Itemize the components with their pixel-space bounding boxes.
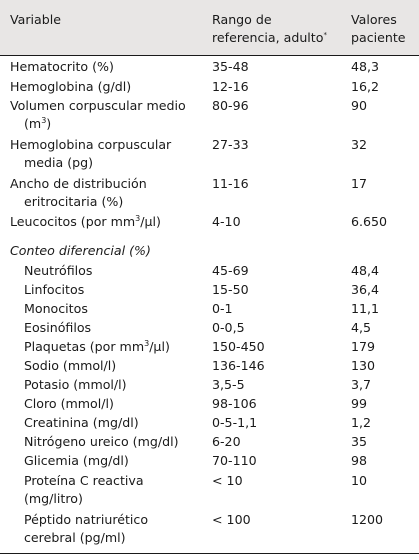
variable-line2-pre: (m bbox=[24, 116, 42, 131]
variable-pre: Leucocitos (por mm bbox=[10, 214, 136, 229]
range-cell: < 100 bbox=[212, 512, 251, 527]
range-cell: 0-5-1,1 bbox=[212, 415, 258, 430]
bottom-rule bbox=[0, 553, 419, 554]
variable-cell: Potasio (mmol/l) bbox=[24, 377, 127, 392]
range-cell: 27-33 bbox=[212, 137, 249, 152]
variable-line2: (mg/litro) bbox=[24, 491, 83, 506]
section-heading: Conteo diferencial (%) bbox=[10, 243, 151, 258]
value-cell: 179 bbox=[351, 339, 376, 354]
range-cell: 80-96 bbox=[212, 98, 249, 113]
variable-line1: Volumen corpuscular medio bbox=[10, 98, 186, 113]
variable-cell: Linfocitos bbox=[24, 282, 85, 297]
value-cell: 17 bbox=[351, 176, 368, 191]
header-patient-line1: Valores bbox=[351, 12, 397, 27]
table-header: Variable Rango de referencia, adulto* Va… bbox=[0, 0, 419, 55]
variable-cell: Volumen corpuscular medio (m3) bbox=[10, 97, 205, 133]
variable-line1: Proteína C reactiva bbox=[24, 473, 144, 488]
value-cell: 1200 bbox=[351, 512, 384, 527]
header-range: Rango de referencia, adulto* bbox=[212, 11, 327, 47]
variable-cell: Eosinófilos bbox=[24, 320, 92, 335]
value-cell: 1,2 bbox=[351, 415, 372, 430]
variable-cell: Creatinina (mg/dl) bbox=[24, 415, 139, 430]
variable-line2: eritrocitaria (%) bbox=[24, 194, 124, 209]
variable-cell: Nitrógeno ureico (mg/dl) bbox=[24, 434, 179, 449]
variable-line1: Hemoglobina corpuscular bbox=[10, 137, 172, 152]
variable-cell: Plaquetas (por mm3/µl) bbox=[10, 338, 219, 356]
value-cell: 90 bbox=[351, 98, 368, 113]
variable-post: /µl) bbox=[149, 339, 170, 354]
variable-cell: Proteína C reactiva (mg/litro) bbox=[10, 472, 219, 508]
header-variable: Variable bbox=[10, 12, 61, 27]
variable-cell: Hemoglobina corpuscular media (pg) bbox=[10, 136, 205, 172]
range-cell: 45-69 bbox=[212, 263, 249, 278]
value-cell: 3,7 bbox=[351, 377, 372, 392]
value-cell: 48,4 bbox=[351, 263, 380, 278]
range-cell: 136-146 bbox=[212, 358, 265, 373]
range-cell: 98-106 bbox=[212, 396, 257, 411]
variable-line2: cerebral (pg/ml) bbox=[24, 530, 126, 545]
variable-cell: Ancho de distribución eritrocitaria (%) bbox=[10, 175, 205, 211]
value-cell: 36,4 bbox=[351, 282, 380, 297]
value-cell: 16,2 bbox=[351, 79, 380, 94]
variable-cell: Glicemia (mg/dl) bbox=[24, 453, 129, 468]
variable-line2: (m3) bbox=[10, 115, 205, 133]
header-rule bbox=[0, 55, 419, 56]
value-cell: 35 bbox=[351, 434, 368, 449]
variable-cell: Leucocitos (por mm3/µl) bbox=[10, 213, 205, 231]
value-cell: 99 bbox=[351, 396, 368, 411]
variable-cell: Hemoglobina (g/dl) bbox=[10, 79, 132, 94]
range-cell: 150-450 bbox=[212, 339, 265, 354]
range-cell: 0-1 bbox=[212, 301, 233, 316]
range-cell: 12-16 bbox=[212, 79, 249, 94]
range-cell: < 10 bbox=[212, 473, 243, 488]
variable-line1: Ancho de distribución bbox=[10, 176, 147, 191]
header-range-mark: * bbox=[323, 31, 327, 39]
variable-cell: Sodio (mmol/l) bbox=[24, 358, 117, 373]
variable-cell: Péptido natriurético cerebral (pg/ml) bbox=[10, 511, 219, 547]
value-cell: 32 bbox=[351, 137, 368, 152]
range-cell: 70-110 bbox=[212, 453, 257, 468]
variable-line2-post: ) bbox=[46, 116, 52, 131]
value-cell: 130 bbox=[351, 358, 376, 373]
variable-cell: Neutrófilos bbox=[24, 263, 93, 278]
variable-sup: 3 bbox=[144, 339, 150, 348]
variable-pre: Plaquetas (por mm bbox=[24, 339, 145, 354]
range-cell: 15-50 bbox=[212, 282, 249, 297]
range-cell: 4-10 bbox=[212, 214, 241, 229]
value-cell: 98 bbox=[351, 453, 368, 468]
variable-post: /µl) bbox=[140, 214, 161, 229]
header-range-line1: Rango de bbox=[212, 12, 272, 27]
variable-line2-sup: 3 bbox=[41, 116, 47, 125]
variable-cell: Hematocrito (%) bbox=[10, 59, 114, 74]
variable-cell: Monocitos bbox=[24, 301, 88, 316]
variable-line2: media (pg) bbox=[24, 155, 94, 170]
variable-sup: 3 bbox=[135, 214, 141, 223]
value-cell: 4,5 bbox=[351, 320, 372, 335]
variable-line1: Péptido natriurético bbox=[24, 512, 149, 527]
range-cell: 6-20 bbox=[212, 434, 241, 449]
range-cell: 35-48 bbox=[212, 59, 249, 74]
range-cell: 3,5-5 bbox=[212, 377, 245, 392]
value-cell: 10 bbox=[351, 473, 368, 488]
header-patient-line2: paciente bbox=[351, 30, 406, 45]
range-cell: 11-16 bbox=[212, 176, 249, 191]
header-range-line2-wrap: referencia, adulto* bbox=[212, 29, 327, 47]
value-cell: 6.650 bbox=[351, 214, 388, 229]
header-patient: Valores paciente bbox=[351, 11, 406, 47]
value-cell: 11,1 bbox=[351, 301, 380, 316]
variable-cell: Cloro (mmol/l) bbox=[24, 396, 114, 411]
header-range-line2: referencia, adulto bbox=[212, 30, 324, 45]
range-cell: 0-0,5 bbox=[212, 320, 245, 335]
value-cell: 48,3 bbox=[351, 59, 380, 74]
